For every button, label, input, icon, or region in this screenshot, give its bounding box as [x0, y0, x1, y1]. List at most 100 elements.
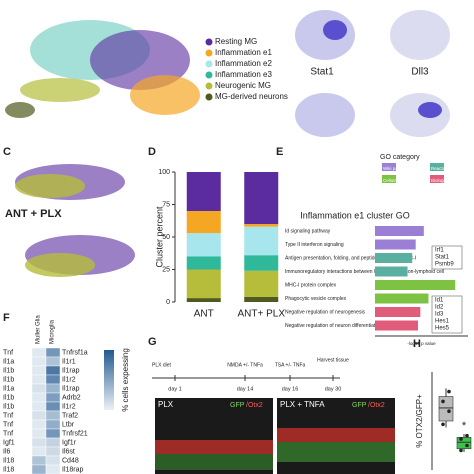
box	[438, 396, 454, 422]
y-tick-label: 50	[162, 234, 170, 241]
panel-label: F	[3, 312, 10, 324]
heat-cell	[31, 455, 47, 466]
gene-label: Tnf	[3, 412, 13, 419]
chart-title: Inflammation e1 cluster GO	[300, 210, 410, 220]
gene-label: Il1a	[3, 385, 14, 392]
go-term: Negative regulation of neuron differenti…	[285, 323, 382, 329]
x-tick-label: ANT	[194, 309, 214, 320]
gene-label: Traf2	[62, 412, 78, 419]
panel-label: G	[148, 336, 157, 348]
heat-cell	[45, 401, 61, 412]
gene-label: Hes1	[435, 319, 450, 325]
heat-cell	[31, 437, 47, 448]
heat-cell	[31, 392, 47, 403]
heat-cell	[31, 410, 47, 421]
bar-segment	[244, 270, 279, 297]
gene-label: Adrb2	[62, 394, 81, 401]
panel-label: H	[413, 338, 421, 350]
point	[441, 422, 445, 427]
legend-swatch	[430, 175, 444, 183]
gene-label: Il1rap	[62, 367, 80, 374]
gene-label: Il18	[3, 466, 14, 473]
y-axis-label: Cluster percent	[154, 206, 164, 268]
image-title: PLX	[158, 400, 174, 409]
go-term: Antigen presentation, folding, and pepti…	[285, 255, 416, 261]
point	[465, 443, 469, 448]
feature-label: Stat1	[310, 67, 334, 78]
y-tick-label: 100	[158, 169, 170, 176]
gene-label: Il1rap	[62, 385, 80, 392]
heat-cell	[31, 365, 47, 376]
heat-cell	[45, 374, 61, 385]
go-term: Immunoregulatory interactions between ly…	[285, 269, 444, 275]
bar	[375, 239, 416, 250]
stain-label: GFP	[230, 402, 245, 409]
heat-cell	[31, 383, 47, 394]
legend-swatch	[382, 175, 396, 183]
x-axis-label: -log10 p value	[407, 341, 436, 346]
point	[459, 448, 463, 453]
heat-cell	[31, 428, 47, 439]
timeline-day: day 14	[237, 386, 254, 392]
image-title: PLX + TNFA	[280, 400, 325, 409]
legend-swatch	[205, 71, 213, 79]
gene-label: Igf1	[3, 439, 15, 446]
box	[456, 437, 472, 450]
heat-cell	[31, 419, 47, 430]
bar	[375, 307, 421, 317]
gene-label: Il1b	[3, 394, 14, 401]
legend-label: MG-derived neurons	[215, 92, 288, 101]
bar-segment	[186, 269, 221, 299]
gene-label: Il1b	[3, 367, 14, 374]
panel-label: E	[276, 146, 283, 158]
gene-label: Il18rap	[62, 466, 84, 473]
bar	[375, 226, 424, 236]
timeline-event: NMDA +/- TNFa	[227, 362, 263, 368]
gene-label: Il1b	[3, 376, 14, 383]
bar	[375, 253, 413, 263]
legend-label: Inflammation e1	[215, 48, 272, 57]
colorbar-label: % cells expessing	[121, 348, 130, 412]
bar-segment	[244, 224, 279, 227]
legend-label: Cellular Component	[383, 178, 424, 183]
gene-label: Tnfrsf1a	[62, 349, 88, 356]
legend-label: Neurogenic MG	[215, 81, 271, 90]
umap-c	[15, 164, 135, 277]
bar-segment	[186, 256, 221, 270]
heat-cell	[31, 401, 47, 412]
gene-box	[431, 245, 463, 270]
legend-swatch	[382, 163, 396, 171]
go-term: Negative regulation of neurogenesis	[285, 309, 366, 315]
column-label: Muller Glia	[36, 315, 42, 344]
legend-label: Biological Process	[431, 178, 469, 183]
bar	[375, 293, 429, 304]
gene-label: Il1r1	[62, 358, 76, 365]
gene-label: Irf1	[435, 248, 444, 254]
gene-label: Psmb9	[435, 262, 454, 268]
timeline-day: day 16	[282, 386, 299, 392]
gene-label: Il18	[3, 457, 14, 464]
heat-cell	[45, 356, 61, 367]
gene-label: Il1a	[3, 358, 14, 365]
gene-label: Tnf	[3, 430, 13, 437]
bar-segment	[186, 172, 221, 211]
point	[465, 433, 469, 438]
heat-cell	[45, 428, 61, 439]
legend-label: Resting MG	[215, 37, 257, 46]
y-axis-label: % OTX2/GFP+	[415, 394, 424, 448]
heat-cell	[45, 347, 61, 358]
heat-cell	[31, 347, 47, 358]
feature-label: Dll3	[411, 67, 429, 78]
micrograph-band	[155, 440, 273, 454]
micrograph-band	[277, 428, 395, 442]
y-tick-label: 75	[162, 201, 170, 208]
x-tick-label: ANT+ PLX	[237, 309, 285, 320]
go-term: MHC-I protein complex	[285, 282, 337, 288]
micrograph-band	[155, 454, 273, 470]
legend-swatch	[205, 38, 213, 46]
heat-cell	[45, 392, 61, 403]
heat-cell	[31, 446, 47, 457]
gene-label: Stat1	[435, 255, 450, 261]
timeline-day: day 30	[325, 386, 342, 392]
column-label: Microglia	[50, 319, 56, 344]
